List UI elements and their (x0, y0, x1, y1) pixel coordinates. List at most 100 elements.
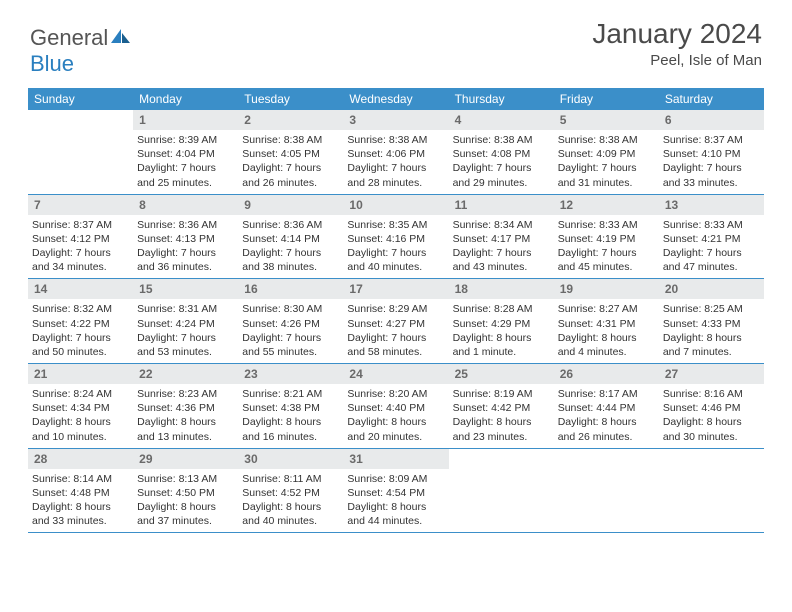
day-content: Sunrise: 8:34 AMSunset: 4:17 PMDaylight:… (449, 215, 554, 279)
day-number: 21 (28, 364, 133, 384)
weeks-container: 1Sunrise: 8:39 AMSunset: 4:04 PMDaylight… (28, 110, 764, 533)
day-number: 9 (238, 195, 343, 215)
sunrise-text: Sunrise: 8:14 AM (32, 472, 129, 486)
sunrise-text: Sunrise: 8:38 AM (453, 133, 550, 147)
day-header: Monday (133, 88, 238, 110)
day-number: 16 (238, 279, 343, 299)
daylight-text: Daylight: 7 hours and 29 minutes. (453, 161, 550, 189)
day-header: Sunday (28, 88, 133, 110)
sunrise-text: Sunrise: 8:20 AM (347, 387, 444, 401)
sunset-text: Sunset: 4:52 PM (242, 486, 339, 500)
day-cell: 26Sunrise: 8:17 AMSunset: 4:44 PMDayligh… (554, 364, 659, 448)
sunrise-text: Sunrise: 8:23 AM (137, 387, 234, 401)
day-number: 30 (238, 449, 343, 469)
day-number: 5 (554, 110, 659, 130)
day-content: Sunrise: 8:37 AMSunset: 4:12 PMDaylight:… (28, 215, 133, 279)
calendar: SundayMondayTuesdayWednesdayThursdayFrid… (28, 88, 764, 533)
day-cell: 16Sunrise: 8:30 AMSunset: 4:26 PMDayligh… (238, 279, 343, 363)
day-number: 28 (28, 449, 133, 469)
daylight-text: Daylight: 7 hours and 28 minutes. (347, 161, 444, 189)
sunset-text: Sunset: 4:08 PM (453, 147, 550, 161)
sunset-text: Sunset: 4:24 PM (137, 317, 234, 331)
sunrise-text: Sunrise: 8:19 AM (453, 387, 550, 401)
sunset-text: Sunset: 4:04 PM (137, 147, 234, 161)
day-number (659, 449, 764, 469)
day-cell: 29Sunrise: 8:13 AMSunset: 4:50 PMDayligh… (133, 449, 238, 533)
sunrise-text: Sunrise: 8:32 AM (32, 302, 129, 316)
sunset-text: Sunset: 4:14 PM (242, 232, 339, 246)
sunset-text: Sunset: 4:46 PM (663, 401, 760, 415)
day-cell: 8Sunrise: 8:36 AMSunset: 4:13 PMDaylight… (133, 195, 238, 279)
daylight-text: Daylight: 7 hours and 34 minutes. (32, 246, 129, 274)
day-cell: 19Sunrise: 8:27 AMSunset: 4:31 PMDayligh… (554, 279, 659, 363)
sunset-text: Sunset: 4:21 PM (663, 232, 760, 246)
day-number (28, 110, 133, 130)
day-cell: 7Sunrise: 8:37 AMSunset: 4:12 PMDaylight… (28, 195, 133, 279)
sunrise-text: Sunrise: 8:38 AM (242, 133, 339, 147)
sunset-text: Sunset: 4:36 PM (137, 401, 234, 415)
day-header: Saturday (659, 88, 764, 110)
day-number: 6 (659, 110, 764, 130)
day-content: Sunrise: 8:38 AMSunset: 4:05 PMDaylight:… (238, 130, 343, 194)
day-cell: 11Sunrise: 8:34 AMSunset: 4:17 PMDayligh… (449, 195, 554, 279)
day-cell: 24Sunrise: 8:20 AMSunset: 4:40 PMDayligh… (343, 364, 448, 448)
day-content: Sunrise: 8:29 AMSunset: 4:27 PMDaylight:… (343, 299, 448, 363)
day-cell: 28Sunrise: 8:14 AMSunset: 4:48 PMDayligh… (28, 449, 133, 533)
logo-text: GeneralBlue (30, 22, 131, 77)
sunset-text: Sunset: 4:16 PM (347, 232, 444, 246)
sunset-text: Sunset: 4:29 PM (453, 317, 550, 331)
day-content: Sunrise: 8:19 AMSunset: 4:42 PMDaylight:… (449, 384, 554, 448)
day-cell: 14Sunrise: 8:32 AMSunset: 4:22 PMDayligh… (28, 279, 133, 363)
sunrise-text: Sunrise: 8:33 AM (663, 218, 760, 232)
daylight-text: Daylight: 7 hours and 43 minutes. (453, 246, 550, 274)
header-right: January 2024 Peel, Isle of Man (592, 18, 762, 69)
daylight-text: Daylight: 7 hours and 33 minutes. (663, 161, 760, 189)
day-header: Friday (554, 88, 659, 110)
day-cell: 10Sunrise: 8:35 AMSunset: 4:16 PMDayligh… (343, 195, 448, 279)
day-cell: 21Sunrise: 8:24 AMSunset: 4:34 PMDayligh… (28, 364, 133, 448)
day-content: Sunrise: 8:25 AMSunset: 4:33 PMDaylight:… (659, 299, 764, 363)
sunset-text: Sunset: 4:33 PM (663, 317, 760, 331)
sunset-text: Sunset: 4:48 PM (32, 486, 129, 500)
day-cell: 17Sunrise: 8:29 AMSunset: 4:27 PMDayligh… (343, 279, 448, 363)
day-content: Sunrise: 8:38 AMSunset: 4:06 PMDaylight:… (343, 130, 448, 194)
week-row: 7Sunrise: 8:37 AMSunset: 4:12 PMDaylight… (28, 195, 764, 280)
day-cell: 20Sunrise: 8:25 AMSunset: 4:33 PMDayligh… (659, 279, 764, 363)
sunrise-text: Sunrise: 8:09 AM (347, 472, 444, 486)
daylight-text: Daylight: 8 hours and 26 minutes. (558, 415, 655, 443)
week-row: 14Sunrise: 8:32 AMSunset: 4:22 PMDayligh… (28, 279, 764, 364)
sunset-text: Sunset: 4:34 PM (32, 401, 129, 415)
sunrise-text: Sunrise: 8:35 AM (347, 218, 444, 232)
sunset-text: Sunset: 4:17 PM (453, 232, 550, 246)
sunrise-text: Sunrise: 8:34 AM (453, 218, 550, 232)
day-header: Tuesday (238, 88, 343, 110)
sunset-text: Sunset: 4:42 PM (453, 401, 550, 415)
day-header: Wednesday (343, 88, 448, 110)
day-number: 20 (659, 279, 764, 299)
daylight-text: Daylight: 7 hours and 40 minutes. (347, 246, 444, 274)
day-content: Sunrise: 8:39 AMSunset: 4:04 PMDaylight:… (133, 130, 238, 194)
daylight-text: Daylight: 8 hours and 1 minute. (453, 331, 550, 359)
day-cell: 15Sunrise: 8:31 AMSunset: 4:24 PMDayligh… (133, 279, 238, 363)
day-number: 14 (28, 279, 133, 299)
day-cell: 5Sunrise: 8:38 AMSunset: 4:09 PMDaylight… (554, 110, 659, 194)
day-content: Sunrise: 8:33 AMSunset: 4:21 PMDaylight:… (659, 215, 764, 279)
daylight-text: Daylight: 8 hours and 30 minutes. (663, 415, 760, 443)
daylight-text: Daylight: 8 hours and 13 minutes. (137, 415, 234, 443)
sunrise-text: Sunrise: 8:28 AM (453, 302, 550, 316)
logo-sail-icon (111, 25, 131, 51)
day-number: 27 (659, 364, 764, 384)
sunrise-text: Sunrise: 8:17 AM (558, 387, 655, 401)
day-number: 31 (343, 449, 448, 469)
daylight-text: Daylight: 7 hours and 50 minutes. (32, 331, 129, 359)
day-cell: 25Sunrise: 8:19 AMSunset: 4:42 PMDayligh… (449, 364, 554, 448)
day-number: 22 (133, 364, 238, 384)
daylight-text: Daylight: 7 hours and 55 minutes. (242, 331, 339, 359)
sunset-text: Sunset: 4:54 PM (347, 486, 444, 500)
sunset-text: Sunset: 4:40 PM (347, 401, 444, 415)
logo-text-part2: Blue (30, 51, 74, 76)
sunrise-text: Sunrise: 8:37 AM (663, 133, 760, 147)
day-cell: 3Sunrise: 8:38 AMSunset: 4:06 PMDaylight… (343, 110, 448, 194)
daylight-text: Daylight: 7 hours and 45 minutes. (558, 246, 655, 274)
sunrise-text: Sunrise: 8:36 AM (137, 218, 234, 232)
